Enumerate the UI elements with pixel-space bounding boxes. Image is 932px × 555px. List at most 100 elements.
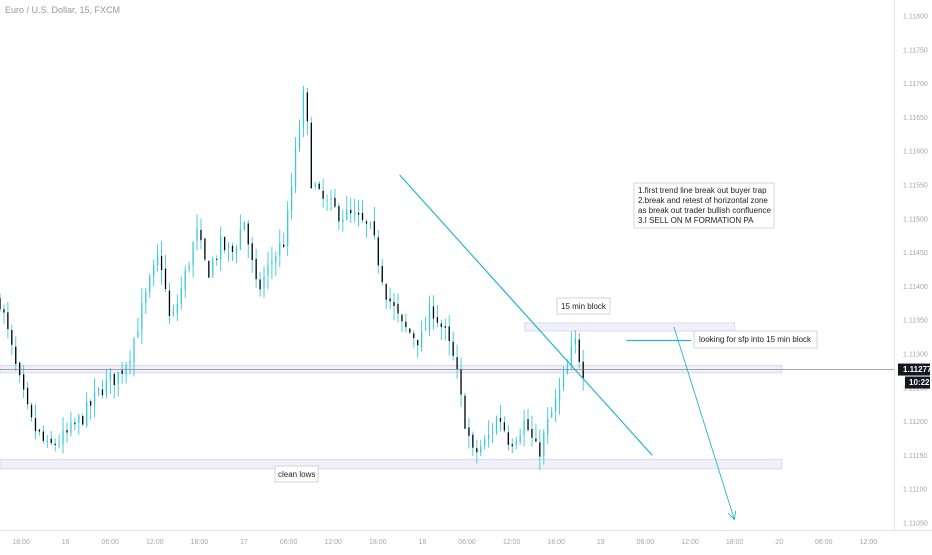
candle[interactable]: [129, 350, 131, 375]
candle[interactable]: [499, 405, 502, 432]
candle[interactable]: [267, 251, 269, 290]
candle[interactable]: [283, 232, 285, 249]
candle[interactable]: [484, 434, 486, 450]
candle[interactable]: [200, 218, 202, 250]
candle[interactable]: [570, 331, 573, 370]
candle[interactable]: [227, 242, 230, 262]
candle[interactable]: [137, 317, 139, 339]
candle[interactable]: [413, 330, 415, 348]
candle[interactable]: [468, 418, 470, 449]
projection-arrow[interactable]: [673, 326, 735, 520]
candle[interactable]: [58, 434, 60, 449]
candle[interactable]: [42, 425, 44, 444]
strategy-note[interactable]: 1.first trend line break out buyer trap …: [633, 182, 775, 229]
candle[interactable]: [551, 407, 553, 418]
candle[interactable]: [192, 241, 194, 278]
candle[interactable]: [62, 417, 64, 454]
candle[interactable]: [401, 313, 403, 333]
candle[interactable]: [338, 202, 340, 230]
candle[interactable]: [476, 440, 478, 464]
candle[interactable]: [141, 288, 143, 344]
candle[interactable]: [220, 226, 222, 271]
resistance-zone[interactable]: [524, 322, 735, 332]
candle[interactable]: [322, 178, 324, 208]
candle[interactable]: [89, 399, 92, 420]
candle[interactable]: [19, 360, 21, 383]
candle[interactable]: [460, 357, 462, 407]
candle[interactable]: [251, 236, 253, 273]
candle[interactable]: [117, 371, 119, 397]
candle[interactable]: [420, 320, 423, 352]
candle[interactable]: [464, 392, 466, 430]
candle[interactable]: [263, 266, 265, 298]
candle[interactable]: [448, 315, 450, 356]
candle[interactable]: [377, 230, 379, 274]
candle[interactable]: [527, 408, 529, 432]
candle[interactable]: [145, 287, 147, 315]
candle[interactable]: [82, 413, 84, 426]
candle[interactable]: [326, 194, 328, 211]
candle[interactable]: [428, 295, 431, 337]
candle[interactable]: [223, 236, 226, 254]
candle[interactable]: [361, 200, 364, 223]
candle[interactable]: [3, 304, 5, 324]
candle[interactable]: [86, 392, 88, 428]
candle[interactable]: [302, 85, 305, 137]
candle[interactable]: [440, 319, 442, 341]
candle[interactable]: [357, 199, 360, 227]
candle[interactable]: [574, 329, 576, 354]
candle[interactable]: [30, 402, 33, 422]
candle[interactable]: [247, 219, 249, 259]
candle[interactable]: [153, 259, 155, 286]
candle[interactable]: [314, 181, 316, 190]
candle[interactable]: [373, 206, 376, 240]
candle[interactable]: [389, 287, 391, 310]
candle[interactable]: [11, 324, 13, 356]
candle[interactable]: [495, 415, 498, 435]
candle[interactable]: [503, 416, 506, 433]
time-axis[interactable]: 18:00 16 06:00 12:00 18:00 17 06:00 12:00 18:00 1…: [12, 539, 877, 546]
candle[interactable]: [487, 420, 490, 448]
candle[interactable]: [176, 294, 178, 322]
candle[interactable]: [101, 380, 104, 399]
candle[interactable]: [491, 423, 494, 444]
candle[interactable]: [480, 439, 482, 457]
candle[interactable]: [259, 272, 261, 297]
candle[interactable]: [318, 181, 320, 191]
candle[interactable]: [34, 404, 37, 440]
candle[interactable]: [113, 373, 115, 399]
candle[interactable]: [196, 214, 198, 251]
candle[interactable]: [235, 244, 238, 264]
candle[interactable]: [180, 276, 182, 310]
candle[interactable]: [365, 219, 368, 238]
candle[interactable]: [535, 423, 537, 443]
candle[interactable]: [231, 242, 234, 261]
candle[interactable]: [306, 87, 309, 135]
candle[interactable]: [539, 429, 541, 470]
candle[interactable]: [582, 350, 584, 391]
candle[interactable]: [554, 388, 557, 422]
clean-lows-zone[interactable]: [0, 459, 783, 470]
candle[interactable]: [385, 282, 387, 310]
candle[interactable]: [97, 387, 100, 396]
candle[interactable]: [424, 316, 427, 331]
label-clean-lows[interactable]: clean lows: [274, 465, 319, 483]
candle[interactable]: [184, 265, 186, 298]
candle[interactable]: [294, 137, 297, 194]
candle[interactable]: [239, 214, 242, 251]
candle[interactable]: [38, 428, 41, 436]
candle[interactable]: [216, 255, 218, 266]
candle[interactable]: [271, 246, 273, 279]
candle[interactable]: [405, 313, 407, 333]
candle[interactable]: [444, 318, 446, 341]
candle[interactable]: [511, 438, 513, 454]
candle[interactable]: [290, 172, 293, 220]
candle[interactable]: [54, 438, 56, 452]
label-sfp[interactable]: looking for sfp into 15 min block: [693, 330, 818, 349]
candle[interactable]: [26, 382, 29, 410]
candle[interactable]: [93, 378, 96, 418]
candle[interactable]: [409, 327, 411, 334]
candle[interactable]: [342, 209, 344, 232]
candle[interactable]: [562, 365, 565, 391]
candle[interactable]: [70, 411, 72, 437]
